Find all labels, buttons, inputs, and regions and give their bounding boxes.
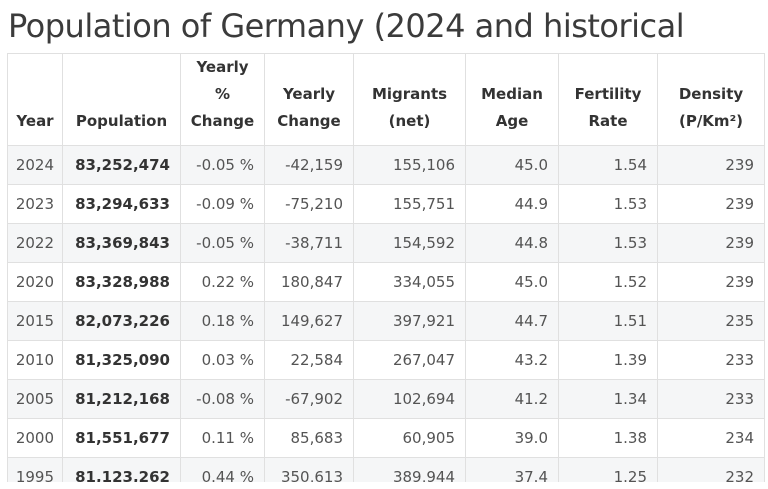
cell-population: 81,123,262 xyxy=(62,457,181,482)
table-header-row: Year Population Yearly % Change Yearly C… xyxy=(7,53,765,146)
cell-yearly-change: -42,159 xyxy=(264,145,354,185)
cell-year: 2000 xyxy=(7,418,63,458)
cell-yearly-change: -67,902 xyxy=(264,379,354,419)
table-row-2005: 2005 81,212,168 -0.08 % -67,902 102,694 … xyxy=(7,379,765,419)
cell-yearly-pct-change: 0.11 % xyxy=(180,418,265,458)
cell-migrants-net: 267,047 xyxy=(353,340,466,380)
cell-median-age: 45.0 xyxy=(465,262,559,302)
col-header-median-age: Median Age xyxy=(465,53,559,146)
cell-yearly-change: 350,613 xyxy=(264,457,354,482)
col-header-yearly-pct-change: Yearly % Change xyxy=(180,53,265,146)
cell-density: 235 xyxy=(657,301,765,341)
cell-year: 2024 xyxy=(7,145,63,185)
cell-median-age: 43.2 xyxy=(465,340,559,380)
cell-migrants-net: 389,944 xyxy=(353,457,466,482)
cell-yearly-pct-change: 0.03 % xyxy=(180,340,265,380)
cell-yearly-pct-change: -0.09 % xyxy=(180,184,265,224)
cell-migrants-net: 102,694 xyxy=(353,379,466,419)
cell-population: 81,325,090 xyxy=(62,340,181,380)
cell-migrants-net: 155,106 xyxy=(353,145,466,185)
cell-median-age: 39.0 xyxy=(465,418,559,458)
cell-fertility-rate: 1.53 xyxy=(558,184,658,224)
cell-year: 2023 xyxy=(7,184,63,224)
cell-population: 83,328,988 xyxy=(62,262,181,302)
cell-fertility-rate: 1.54 xyxy=(558,145,658,185)
cell-density: 234 xyxy=(657,418,765,458)
cell-median-age: 44.8 xyxy=(465,223,559,263)
cell-fertility-rate: 1.51 xyxy=(558,301,658,341)
cell-median-age: 45.0 xyxy=(465,145,559,185)
cell-density: 233 xyxy=(657,340,765,380)
cell-population: 83,294,633 xyxy=(62,184,181,224)
cell-fertility-rate: 1.38 xyxy=(558,418,658,458)
cell-density: 239 xyxy=(657,223,765,263)
col-header-density: Density (P/Km²) xyxy=(657,53,765,146)
cell-fertility-rate: 1.34 xyxy=(558,379,658,419)
cell-fertility-rate: 1.39 xyxy=(558,340,658,380)
cell-density: 233 xyxy=(657,379,765,419)
page-title: Population of Germany (2024 and historic… xyxy=(8,7,685,45)
cell-yearly-change: -38,711 xyxy=(264,223,354,263)
cell-yearly-pct-change: -0.05 % xyxy=(180,145,265,185)
table-row-2015: 2015 82,073,226 0.18 % 149,627 397,921 4… xyxy=(7,301,765,341)
population-table-container: Year Population Yearly % Change Yearly C… xyxy=(7,53,765,482)
cell-density: 239 xyxy=(657,184,765,224)
cell-yearly-change: 149,627 xyxy=(264,301,354,341)
table-row-2000: 2000 81,551,677 0.11 % 85,683 60,905 39.… xyxy=(7,418,765,458)
cell-median-age: 44.7 xyxy=(465,301,559,341)
cell-year: 2022 xyxy=(7,223,63,263)
cell-population: 81,551,677 xyxy=(62,418,181,458)
cell-year: 2010 xyxy=(7,340,63,380)
cell-yearly-pct-change: 0.44 % xyxy=(180,457,265,482)
cell-fertility-rate: 1.52 xyxy=(558,262,658,302)
cell-migrants-net: 155,751 xyxy=(353,184,466,224)
cell-year: 2020 xyxy=(7,262,63,302)
col-header-fertility-rate: Fertility Rate xyxy=(558,53,658,146)
table-row-2022: 2022 83,369,843 -0.05 % -38,711 154,592 … xyxy=(7,223,765,263)
cell-year: 2005 xyxy=(7,379,63,419)
table-row-2020: 2020 83,328,988 0.22 % 180,847 334,055 4… xyxy=(7,262,765,302)
cell-fertility-rate: 1.53 xyxy=(558,223,658,263)
col-header-yearly-change: Yearly Change xyxy=(264,53,354,146)
cell-migrants-net: 60,905 xyxy=(353,418,466,458)
table-row-2023: 2023 83,294,633 -0.09 % -75,210 155,751 … xyxy=(7,184,765,224)
table-row-2010: 2010 81,325,090 0.03 % 22,584 267,047 43… xyxy=(7,340,765,380)
cell-year: 2015 xyxy=(7,301,63,341)
cell-median-age: 44.9 xyxy=(465,184,559,224)
cell-yearly-pct-change: -0.08 % xyxy=(180,379,265,419)
cell-population: 82,073,226 xyxy=(62,301,181,341)
cell-yearly-pct-change: -0.05 % xyxy=(180,223,265,263)
cell-population: 81,212,168 xyxy=(62,379,181,419)
cell-yearly-pct-change: 0.18 % xyxy=(180,301,265,341)
cell-median-age: 37.4 xyxy=(465,457,559,482)
table-body: 2024 83,252,474 -0.05 % -42,159 155,106 … xyxy=(7,145,765,482)
cell-density: 239 xyxy=(657,262,765,302)
cell-year: 1995 xyxy=(7,457,63,482)
col-header-population: Population xyxy=(62,53,181,146)
population-table: Year Population Yearly % Change Yearly C… xyxy=(7,53,765,482)
col-header-migrants-net: Migrants (net) xyxy=(353,53,466,146)
cell-yearly-change: 85,683 xyxy=(264,418,354,458)
cell-migrants-net: 154,592 xyxy=(353,223,466,263)
cell-migrants-net: 397,921 xyxy=(353,301,466,341)
cell-migrants-net: 334,055 xyxy=(353,262,466,302)
cell-median-age: 41.2 xyxy=(465,379,559,419)
table-row-2024: 2024 83,252,474 -0.05 % -42,159 155,106 … xyxy=(7,145,765,185)
table-header: Year Population Yearly % Change Yearly C… xyxy=(7,53,765,146)
cell-density: 239 xyxy=(657,145,765,185)
cell-density: 232 xyxy=(657,457,765,482)
cell-yearly-change: 180,847 xyxy=(264,262,354,302)
table-row-1995: 1995 81,123,262 0.44 % 350,613 389,944 3… xyxy=(7,457,765,482)
cell-population: 83,369,843 xyxy=(62,223,181,263)
cell-population: 83,252,474 xyxy=(62,145,181,185)
col-header-year: Year xyxy=(7,53,63,146)
cell-fertility-rate: 1.25 xyxy=(558,457,658,482)
cell-yearly-change: 22,584 xyxy=(264,340,354,380)
cell-yearly-change: -75,210 xyxy=(264,184,354,224)
cell-yearly-pct-change: 0.22 % xyxy=(180,262,265,302)
